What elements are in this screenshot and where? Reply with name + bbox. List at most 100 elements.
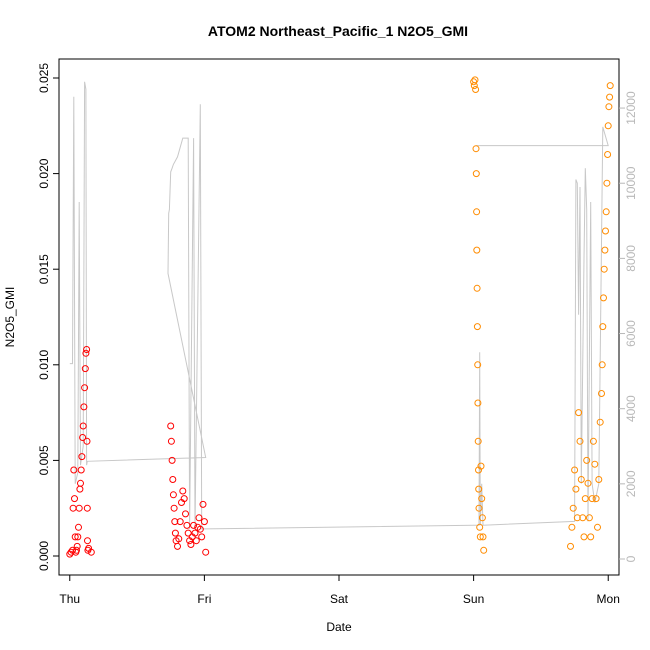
data-point-red xyxy=(175,535,183,543)
data-point-red xyxy=(169,491,177,499)
chart-title: ATOM2 Northeast_Pacific_1 N2O5_GMI xyxy=(208,23,468,39)
data-point-orange xyxy=(601,246,609,254)
data-point-orange xyxy=(588,495,596,503)
y2-tick-label: 12000 xyxy=(624,91,638,125)
data-point-red xyxy=(81,384,89,392)
data-point-red xyxy=(184,529,192,537)
data-point-orange xyxy=(477,462,485,470)
y2-tick-label: 10000 xyxy=(624,166,638,200)
data-point-red xyxy=(187,541,195,548)
data-point-red xyxy=(171,518,179,526)
y-tick-label: 0.010 xyxy=(37,349,51,379)
data-point-red xyxy=(83,504,91,512)
y-axis-label: N2O5_GMI xyxy=(3,287,17,348)
data-point-red xyxy=(199,500,207,508)
data-point-red xyxy=(77,479,84,487)
data-point-red xyxy=(171,529,179,537)
x-tick-label: Fri xyxy=(197,592,211,606)
data-point-red xyxy=(83,346,91,353)
data-point-orange xyxy=(473,208,481,216)
data-point-orange xyxy=(594,523,601,531)
x-axis: Thu Fri Sat Sun Mon xyxy=(59,574,620,606)
data-point-red xyxy=(76,485,84,493)
data-point-orange xyxy=(592,495,600,503)
y-tick-label: 0.025 xyxy=(37,63,51,93)
data-point-red xyxy=(73,546,80,554)
data-point-red xyxy=(78,453,86,461)
data-point-orange xyxy=(584,479,592,487)
data-point-red xyxy=(83,437,91,445)
data-point-orange xyxy=(591,460,599,468)
plot-box xyxy=(58,58,620,576)
data-point-orange xyxy=(471,76,479,84)
y2-tick-label: 8000 xyxy=(624,245,638,272)
data-point-orange xyxy=(474,361,482,369)
data-point-red xyxy=(73,542,81,550)
data-point-red xyxy=(82,349,90,357)
y2-tick-label: 4000 xyxy=(624,395,638,422)
data-point-orange xyxy=(577,476,585,483)
data-point-orange xyxy=(478,495,486,503)
x-tick-label: Sat xyxy=(330,592,349,606)
data-point-red xyxy=(168,456,176,464)
data-point-orange xyxy=(580,533,588,541)
data-point-red xyxy=(84,537,91,545)
data-point-red xyxy=(87,548,95,556)
data-point-red xyxy=(191,529,199,537)
data-point-orange xyxy=(478,514,486,522)
data-point-red xyxy=(71,533,79,541)
data-point-red xyxy=(198,533,206,541)
data-point-orange xyxy=(473,284,481,292)
data-point-orange xyxy=(475,485,483,493)
data-point-orange xyxy=(589,437,597,445)
x-tick-label: Thu xyxy=(59,592,80,606)
data-point-orange xyxy=(606,82,614,90)
data-point-red xyxy=(195,514,203,522)
data-point-red xyxy=(71,495,78,503)
data-point-orange xyxy=(475,504,483,512)
data-point-red xyxy=(200,518,208,526)
y2-tick-label: 2000 xyxy=(624,470,638,497)
data-point-orange xyxy=(476,533,484,541)
data-point-orange xyxy=(587,533,595,541)
data-point-orange xyxy=(472,170,480,178)
data-point-orange xyxy=(581,495,589,503)
data-point-orange xyxy=(602,208,610,216)
data-point-red xyxy=(79,422,87,430)
data-point-orange xyxy=(567,542,574,550)
data-point-orange xyxy=(479,533,487,541)
data-point-orange xyxy=(470,82,478,90)
data-point-red xyxy=(196,525,204,533)
data-point-orange xyxy=(596,418,604,426)
data-point-orange xyxy=(604,122,612,130)
data-point-red xyxy=(80,403,88,411)
data-point-orange xyxy=(473,246,481,254)
y-tick-label: 0.000 xyxy=(37,541,51,571)
y-axis-left: 0.000 0.005 0.010 0.015 0.020 0.025 xyxy=(37,63,60,571)
data-point-orange xyxy=(602,227,609,235)
data-point-orange xyxy=(568,523,576,531)
data-point-red xyxy=(81,365,89,373)
x-tick-label: Mon xyxy=(597,592,620,606)
data-point-red xyxy=(176,518,184,526)
y-tick-label: 0.020 xyxy=(37,158,51,188)
data-point-orange xyxy=(480,546,488,554)
data-point-orange xyxy=(604,151,612,158)
data-point-red xyxy=(190,521,198,529)
data-point-red xyxy=(79,434,87,441)
y-tick-label: 0.005 xyxy=(37,445,51,475)
data-point-orange xyxy=(473,323,481,331)
data-point-red xyxy=(75,523,82,531)
data-point-orange xyxy=(576,437,584,445)
data-point-red xyxy=(70,466,78,474)
data-point-red xyxy=(183,521,191,529)
data-point-orange xyxy=(571,466,579,474)
data-point-red xyxy=(167,437,175,445)
data-point-orange xyxy=(606,93,614,101)
data-point-orange xyxy=(569,504,577,512)
data-point-red xyxy=(167,422,175,430)
data-point-orange xyxy=(605,103,613,111)
data-point-orange xyxy=(595,476,603,483)
data-point-red xyxy=(192,537,200,545)
